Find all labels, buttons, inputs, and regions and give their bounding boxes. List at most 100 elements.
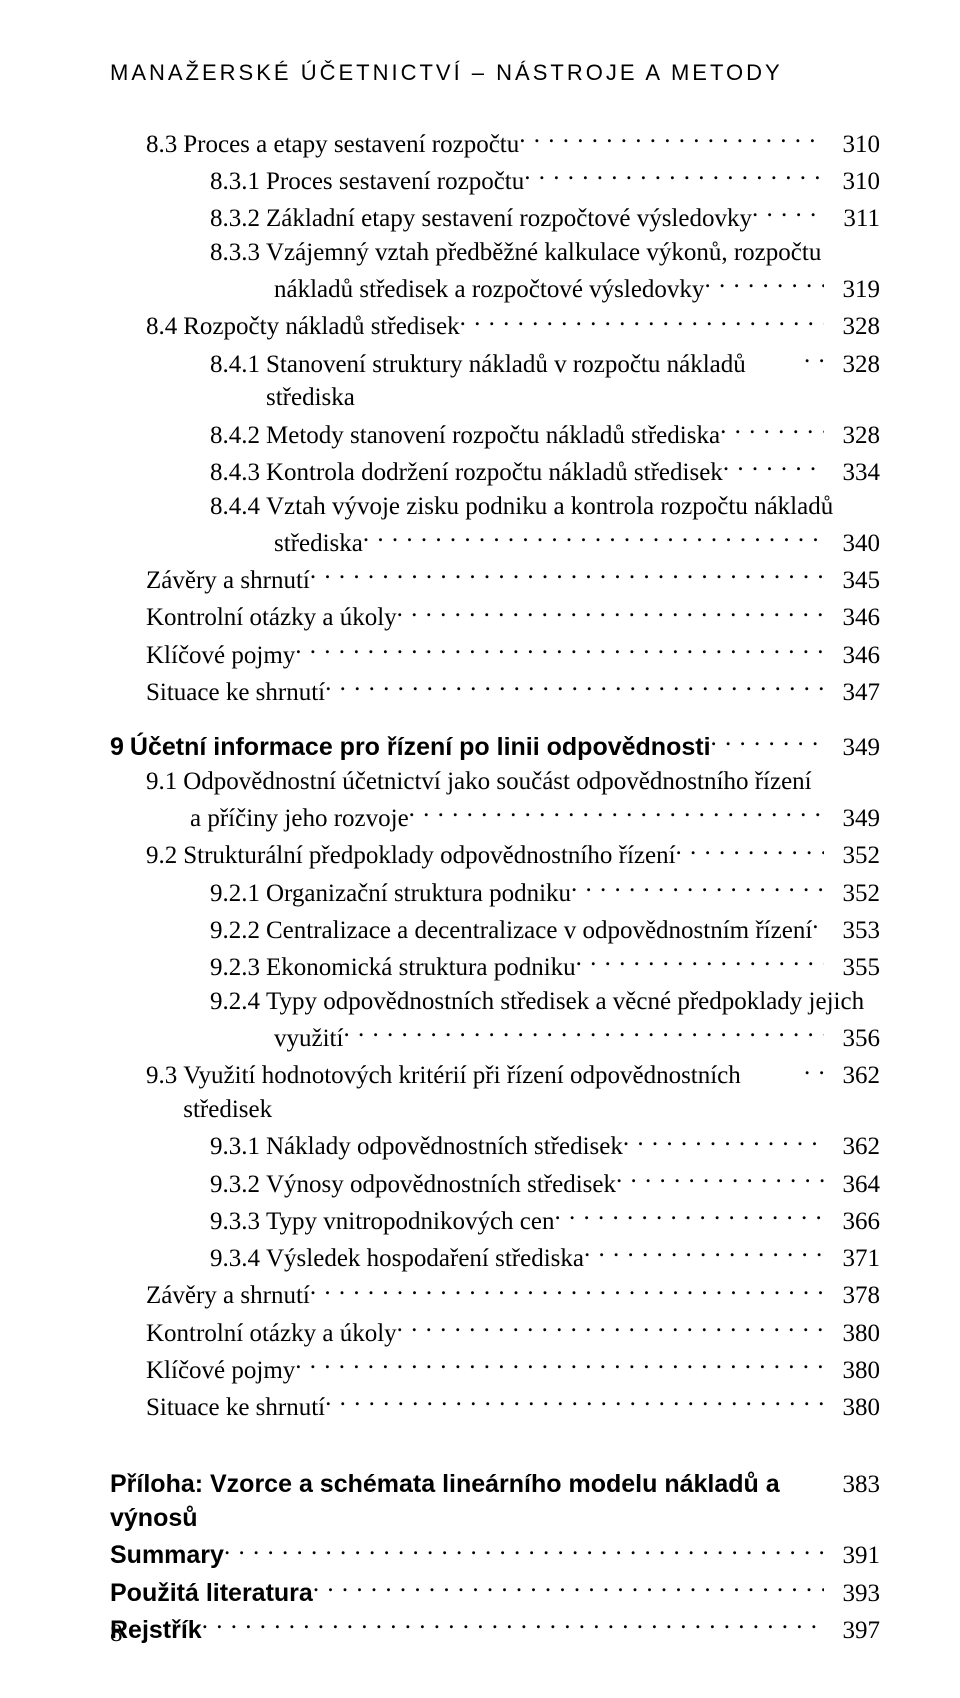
toc-row: 8.3.3Vzájemný vztah předběžné kalkulace …	[110, 236, 880, 270]
toc-label: a příčiny jeho rozvoje	[190, 802, 409, 836]
toc-page: 352	[824, 839, 880, 873]
toc-row: Klíčové pojmy380	[110, 1350, 880, 1387]
toc-leaders	[325, 672, 824, 700]
toc-page: 356	[824, 1022, 880, 1056]
toc-row: střediska340	[110, 523, 880, 560]
toc-label: Rozpočty nákladů středisek	[183, 310, 459, 344]
toc-label: Typy vnitropodnikových cen	[266, 1205, 554, 1239]
toc-page: 310	[824, 165, 880, 199]
toc-leaders	[363, 523, 824, 551]
toc-leaders	[723, 452, 824, 480]
toc-label: využití	[274, 1022, 343, 1056]
toc-leaders	[623, 1127, 824, 1155]
toc-page: 391	[824, 1539, 880, 1573]
toc-label: Klíčové pojmy	[146, 1354, 295, 1388]
toc-row: 9.2.1Organizační struktura podniku352	[110, 873, 880, 910]
toc-page: 340	[824, 527, 880, 561]
toc-label: Metody stanovení rozpočtu nákladů středi…	[266, 419, 720, 453]
toc-number: 9.2.4	[210, 985, 266, 1019]
toc-leaders	[409, 799, 824, 827]
toc-label: nákladů středisek a rozpočtové výsledovk…	[274, 273, 704, 307]
toc-leaders	[397, 1313, 824, 1341]
toc-leaders	[704, 270, 824, 298]
toc-leaders	[519, 124, 824, 152]
toc-label: Organizační struktura podniku	[266, 877, 571, 911]
toc-leaders	[295, 1350, 824, 1378]
toc-label: Situace ke shrnutí	[146, 1391, 325, 1425]
toc-row: a příčiny jeho rozvoje349	[110, 799, 880, 836]
toc-row: 9.3.4Výsledek hospodaření střediska371	[110, 1239, 880, 1276]
toc-page: 378	[824, 1279, 880, 1313]
toc-label: Využití hodnotových kritérií při řízení …	[183, 1059, 804, 1127]
toc-leaders	[804, 344, 824, 372]
toc-leaders	[576, 948, 824, 976]
toc-row: Situace ke shrnutí 380	[110, 1388, 880, 1425]
toc-label: Vztah vývoje zisku podniku a kontrola ro…	[266, 490, 833, 524]
toc-gap	[110, 1425, 880, 1465]
toc-number: 9.2	[146, 839, 183, 873]
toc-page: 311	[824, 202, 880, 236]
toc-leaders	[571, 873, 824, 901]
toc-row: 9.2Strukturální předpoklady odpovědnostn…	[110, 836, 880, 873]
toc-label: Proces sestavení rozpočtu	[266, 165, 524, 199]
toc-page: 349	[824, 731, 880, 765]
toc-row: 8.4.4Vztah vývoje zisku podniku a kontro…	[110, 490, 880, 524]
toc-leaders	[752, 199, 824, 227]
toc-leaders	[310, 561, 824, 589]
toc-label: Summary	[110, 1539, 224, 1573]
toc-label: Výsledek hospodaření střediska	[266, 1242, 584, 1276]
toc-leaders	[313, 1573, 824, 1601]
page: MANAŽERSKÉ ÚČETNICTVÍ – NÁSTROJE A METOD…	[0, 0, 960, 1698]
toc-number: 9.2.3	[210, 951, 266, 985]
toc-page: 352	[824, 877, 880, 911]
toc-label: Příloha: Vzorce a schémata lineárního mo…	[110, 1468, 824, 1536]
toc-number: 9.3.3	[210, 1205, 266, 1239]
toc-label: Náklady odpovědnostních středisek	[266, 1130, 623, 1164]
toc-row: 9.3.3Typy vnitropodnikových cen 366	[110, 1201, 880, 1238]
toc-row: Příloha: Vzorce a schémata lineárního mo…	[110, 1465, 880, 1536]
toc-number: 8.4.3	[210, 456, 266, 490]
toc-row: 8.4.1Stanovení struktury nákladů v rozpo…	[110, 344, 880, 415]
toc-row: Použitá literatura393	[110, 1573, 880, 1610]
toc-leaders	[397, 598, 824, 626]
toc-number: 9	[110, 731, 130, 765]
toc-label: Závěry a shrnutí	[146, 1279, 310, 1313]
toc-row: 9.3.1Náklady odpovědnostních středisek36…	[110, 1127, 880, 1164]
toc-number: 8.4.1	[210, 348, 266, 382]
toc-label: Centralizace a decentralizace v odpovědn…	[266, 914, 812, 948]
toc-page: 353	[824, 914, 880, 948]
toc-row: 9.2.3Ekonomická struktura podniku 355	[110, 948, 880, 985]
toc-label: Výnosy odpovědnostních středisek	[266, 1168, 616, 1202]
toc-number: 9.1	[146, 765, 183, 799]
toc-leaders	[554, 1201, 824, 1229]
toc-row: Rejstřík397	[110, 1610, 880, 1647]
toc-row: 8.4.2Metody stanovení rozpočtu nákladů s…	[110, 415, 880, 452]
toc-row: 9.2.4Typy odpovědnostních středisek a vě…	[110, 985, 880, 1019]
toc-leaders	[812, 910, 824, 938]
toc-leaders	[343, 1019, 824, 1047]
toc-leaders	[676, 836, 824, 864]
toc-label: Typy odpovědnostních středisek a věcné p…	[266, 985, 864, 1019]
toc-number: 8.3.1	[210, 165, 266, 199]
toc-page: 355	[824, 951, 880, 985]
toc-gap	[110, 710, 880, 728]
toc-label: Ekonomická struktura podniku	[266, 951, 576, 985]
toc-label: Proces a etapy sestavení rozpočtu	[183, 128, 519, 162]
toc-label: Základní etapy sestavení rozpočtové výsl…	[266, 202, 752, 236]
toc-page: 346	[824, 639, 880, 673]
toc-page: 366	[824, 1205, 880, 1239]
toc-row: 8.4.3Kontrola dodržení rozpočtu nákladů …	[110, 452, 880, 489]
toc-number: 8.3	[146, 128, 183, 162]
toc-label: Situace ke shrnutí	[146, 676, 325, 710]
toc-number: 8.4.2	[210, 419, 266, 453]
toc-number: 9.3	[146, 1059, 183, 1093]
toc-page: 328	[824, 348, 880, 382]
toc-page: 380	[824, 1391, 880, 1425]
toc-row: Závěry a shrnutí345	[110, 561, 880, 598]
toc-label: Stanovení struktury nákladů v rozpočtu n…	[266, 348, 804, 416]
toc-number: 9.3.4	[210, 1242, 266, 1276]
toc-number: 8.4.4	[210, 490, 266, 524]
toc-row: nákladů středisek a rozpočtové výsledovk…	[110, 270, 880, 307]
toc-page: 346	[824, 601, 880, 635]
toc-number: 8.4	[146, 310, 183, 344]
